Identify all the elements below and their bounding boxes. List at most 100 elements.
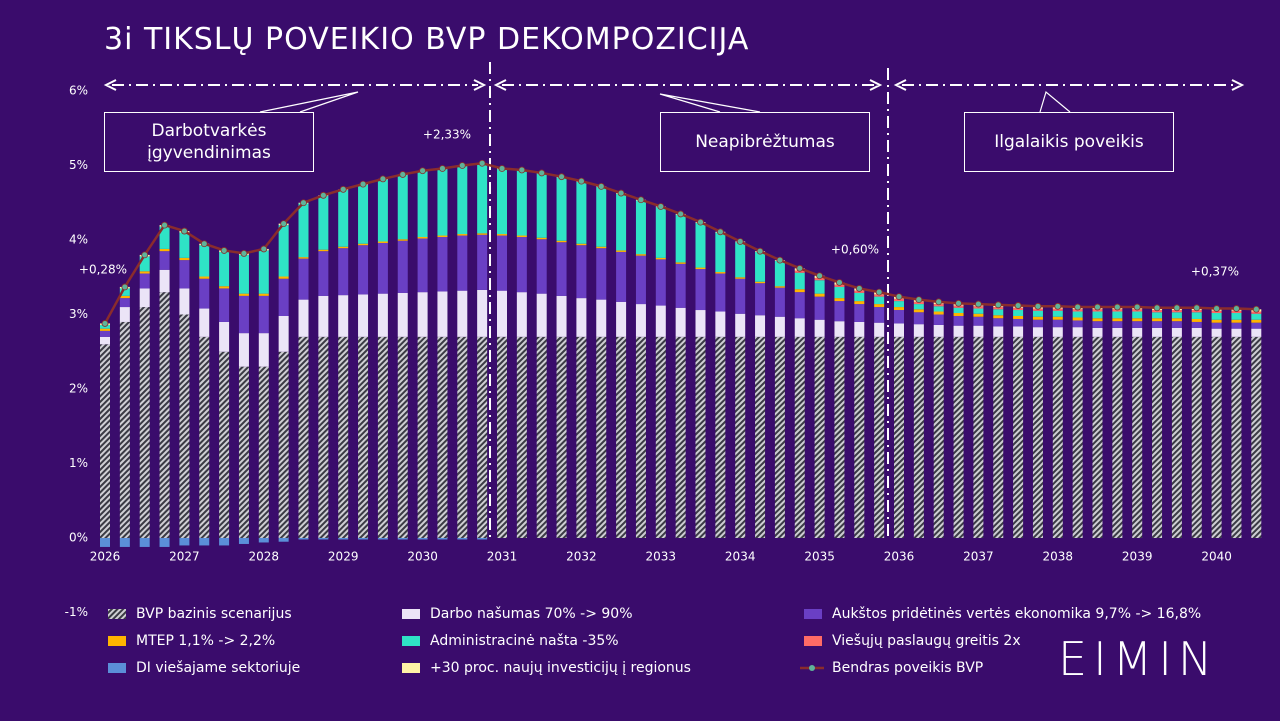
bar-segment <box>199 308 210 337</box>
bar-segment <box>497 290 507 337</box>
bar-segment <box>1171 318 1182 322</box>
bar-segment <box>596 336 607 538</box>
total-marker <box>101 320 109 327</box>
x-tick-label: 2036 <box>884 550 915 564</box>
bar-segment <box>238 295 249 334</box>
bar-segment <box>139 273 150 289</box>
bar-segment <box>854 304 865 322</box>
bar-segment <box>814 280 825 294</box>
total-marker <box>776 256 784 264</box>
bar-segment <box>1152 318 1163 322</box>
bar-segment <box>894 307 904 311</box>
bar-segment <box>1032 316 1043 320</box>
bar-segment <box>318 336 329 538</box>
bar-segment <box>1112 311 1123 319</box>
bar-segment <box>993 326 1004 337</box>
legend-swatch <box>108 636 126 646</box>
bar-segment <box>179 314 190 538</box>
bar-segment <box>377 336 388 538</box>
bar-segment <box>219 321 230 352</box>
legend-item: BVP bazinis scenarijus <box>104 606 292 622</box>
bar-segment <box>953 313 964 316</box>
x-tick-label: 2031 <box>487 550 518 564</box>
bar-segment <box>695 222 706 268</box>
bar-segment <box>774 316 785 337</box>
bar-segment <box>834 321 845 337</box>
bar-segment <box>973 313 984 317</box>
bar-segment <box>894 336 904 538</box>
bar-segment <box>1132 311 1143 319</box>
bar-segment <box>1132 327 1143 337</box>
bar-segment <box>655 257 666 260</box>
bar-segment <box>258 250 269 294</box>
bar-segment <box>318 295 329 337</box>
bar-segment <box>298 299 309 337</box>
bar-segment <box>993 315 1004 319</box>
bar-segment <box>774 286 785 288</box>
bar-segment <box>913 336 924 538</box>
bar-segment <box>100 538 110 547</box>
legend-label: DI viešajame sektoriuje <box>136 660 301 676</box>
total-marker <box>975 300 982 308</box>
bar-segment <box>139 538 150 547</box>
bar-segment <box>278 276 289 279</box>
bar-segment <box>715 232 726 273</box>
bar-segment <box>735 336 746 538</box>
bar-segment <box>397 292 408 337</box>
total-marker <box>756 247 764 255</box>
total-marker <box>637 196 645 204</box>
legend-icon <box>108 663 126 673</box>
bar-segment <box>814 336 825 538</box>
annotation: +0,60% <box>831 243 879 257</box>
bar-segment <box>913 304 924 310</box>
bar-segment <box>1032 310 1043 317</box>
bar-segment <box>1112 318 1123 322</box>
bar-segment <box>397 240 408 293</box>
total-marker <box>816 272 823 280</box>
bar-segment <box>675 336 686 538</box>
total-marker <box>1094 303 1101 311</box>
bar-segment <box>715 272 726 274</box>
bar-segment <box>854 321 865 337</box>
bar-segment <box>794 292 805 319</box>
total-marker <box>1193 304 1201 312</box>
bar-segment <box>735 277 746 279</box>
bar-segment <box>417 237 428 239</box>
bar-segment <box>1152 312 1163 319</box>
bar-segment <box>298 257 309 259</box>
bar-segment <box>238 333 249 367</box>
bar-segment <box>1013 326 1024 337</box>
bar-segment <box>536 336 547 538</box>
bar-segment <box>219 251 230 287</box>
bar-segment <box>159 269 170 293</box>
x-tick-label: 2030 <box>407 550 438 564</box>
bar-segment <box>1072 311 1083 318</box>
bar-segment <box>794 318 805 337</box>
bar-segment <box>973 336 984 538</box>
total-marker <box>895 293 903 301</box>
total-marker <box>518 166 526 174</box>
bar-segment <box>695 336 706 538</box>
bar-segment <box>457 166 468 235</box>
bar-segment <box>755 281 766 284</box>
bar-segment <box>377 241 388 243</box>
bar-segment <box>874 336 885 538</box>
bar-segment <box>735 313 746 337</box>
bar-segment <box>1251 313 1262 320</box>
total-marker <box>180 227 188 235</box>
bar-segment <box>1013 318 1024 327</box>
bar-segment <box>913 309 924 313</box>
bar-segment <box>278 278 289 316</box>
bar-segment <box>1052 327 1063 337</box>
total-marker <box>677 210 685 218</box>
bar-segment <box>1152 321 1163 328</box>
y-tick-label: 6% <box>69 84 88 98</box>
bar-segment <box>616 193 627 251</box>
bar-segment <box>457 336 468 538</box>
bar-segment <box>119 538 130 547</box>
total-marker <box>1173 304 1181 312</box>
bar-segment <box>417 538 428 540</box>
bar-segment <box>913 324 924 337</box>
bar-segment <box>119 295 130 299</box>
bar-segment <box>1211 322 1222 329</box>
